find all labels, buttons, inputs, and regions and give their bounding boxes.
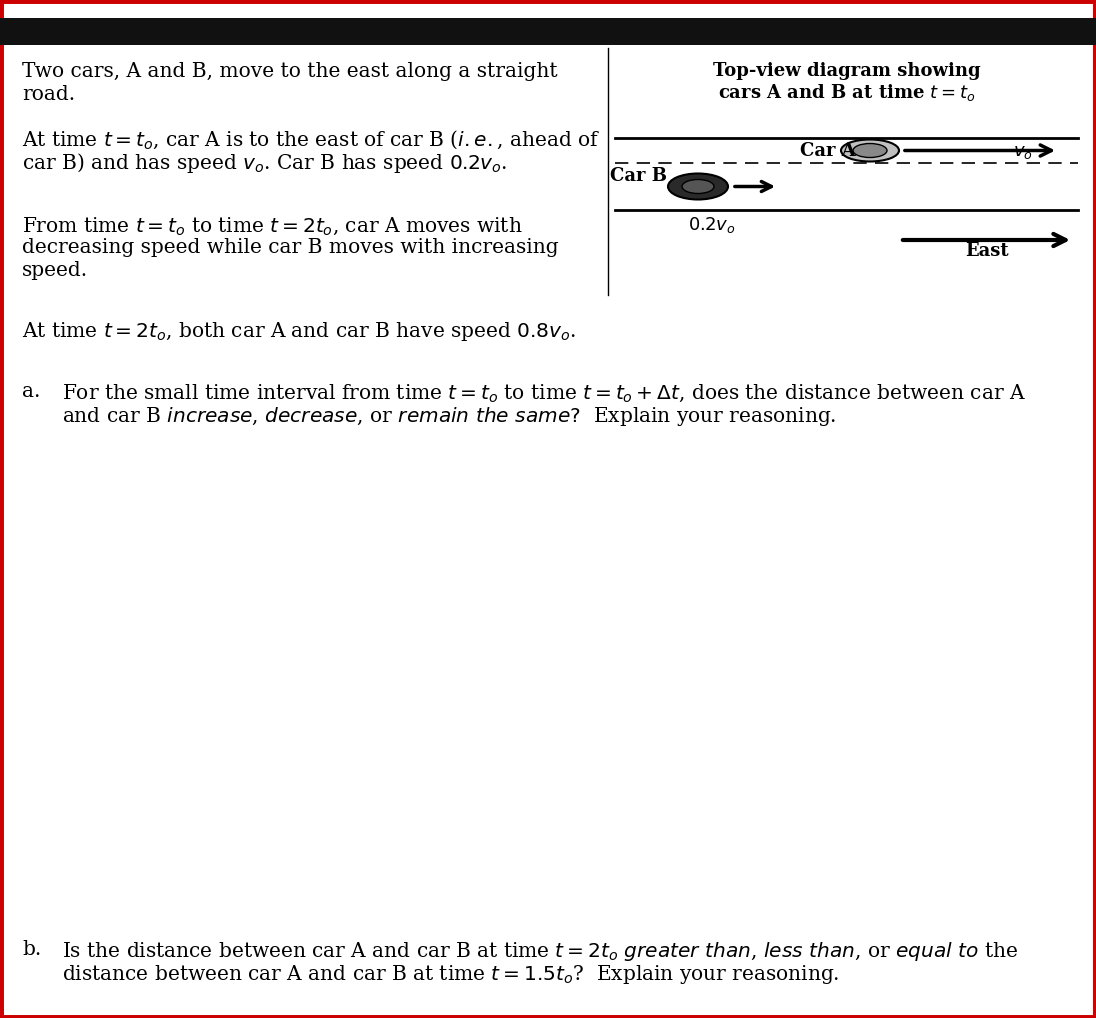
Text: Top-view diagram showing: Top-view diagram showing [712, 62, 980, 80]
Text: a.: a. [22, 382, 41, 401]
Text: Car A: Car A [800, 142, 856, 160]
Text: $- v_o -$: $- v_o -$ [998, 143, 1051, 161]
Ellipse shape [667, 173, 728, 200]
Bar [0, 18, 1096, 45]
Text: road.: road. [22, 84, 76, 104]
Text: and car B $\mathit{increase}$, $\mathit{decrease}$, or $\mathit{remain\ the\ sam: and car B $\mathit{increase}$, $\mathit{… [62, 405, 836, 428]
Text: car B) and has speed $v_o$. Car B has speed $0.2v_o$.: car B) and has speed $v_o$. Car B has sp… [22, 151, 507, 175]
Text: b.: b. [22, 940, 42, 959]
Text: Car B: Car B [610, 167, 667, 185]
Text: For the small time interval from time $t = t_o$ to time $t = t_o + \Delta t$, do: For the small time interval from time $t… [62, 382, 1026, 403]
Text: At time $t = 2t_o$, both car A and car B have speed $0.8v_o$.: At time $t = 2t_o$, both car A and car B… [22, 320, 575, 343]
Ellipse shape [682, 179, 713, 193]
Text: distance between car A and car B at time $t = 1.5t_o$?  Explain your reasoning.: distance between car A and car B at time… [62, 963, 840, 986]
Text: East: East [964, 242, 1008, 260]
Text: cars A and B at time $t = t_o$: cars A and B at time $t = t_o$ [718, 82, 975, 103]
Text: speed.: speed. [22, 261, 88, 280]
Ellipse shape [841, 139, 899, 162]
Text: $0.2v_o$: $0.2v_o$ [688, 215, 735, 235]
Text: Is the distance between car A and car B at time $t = 2t_o$ $\mathit{greater\ tha: Is the distance between car A and car B … [62, 940, 1018, 963]
Text: From time $t = t_o$ to time $t = 2t_o$, car A moves with: From time $t = t_o$ to time $t = 2t_o$, … [22, 215, 523, 236]
Ellipse shape [853, 144, 887, 158]
Text: decreasing speed while car B moves with increasing: decreasing speed while car B moves with … [22, 238, 559, 257]
Text: Two cars, A and B, move to the east along a straight: Two cars, A and B, move to the east alon… [22, 62, 558, 81]
Text: At time $t = t_o$, car A is to the east of car B ($i.e.$, ahead of: At time $t = t_o$, car A is to the east … [22, 128, 601, 151]
